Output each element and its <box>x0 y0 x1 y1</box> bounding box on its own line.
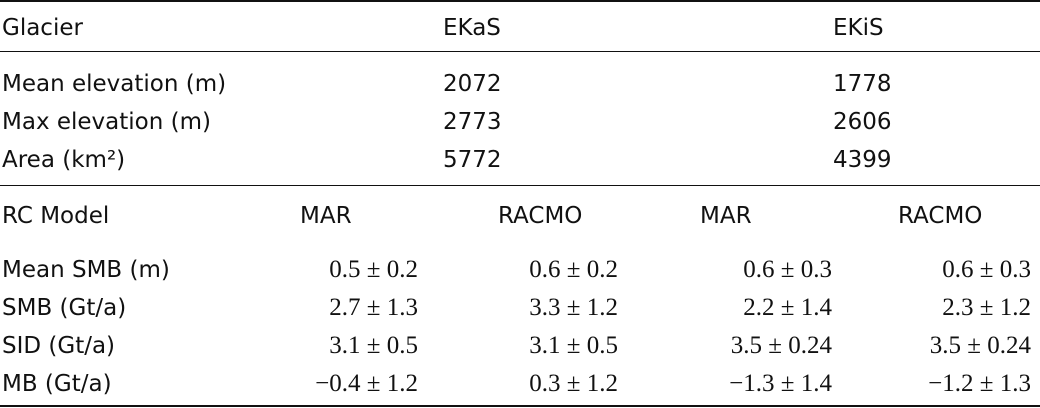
header-cell: RC Model <box>2 203 110 229</box>
row-label: Mean SMB (m) <box>2 257 170 283</box>
value-cell: 3.1 ± 0.5 <box>329 332 418 359</box>
value-cell: 2773 <box>443 109 502 135</box>
value-cell: 0.6 ± 0.2 <box>529 256 618 283</box>
value-cell: 3.1 ± 0.5 <box>529 332 618 359</box>
header-cell: RACMO <box>898 203 983 229</box>
row-label: MB (Gt/a) <box>2 371 112 397</box>
top-rule <box>0 0 1040 2</box>
header-cell: MAR <box>700 203 752 229</box>
value-cell: −1.3 ± 1.4 <box>729 370 832 397</box>
row-label: Max elevation (m) <box>2 109 211 135</box>
value-cell: 1778 <box>833 71 892 97</box>
value-cell: 2.3 ± 1.2 <box>942 294 1031 321</box>
value-cell: 2.2 ± 1.4 <box>743 294 832 321</box>
mid-rule <box>0 185 1040 186</box>
value-cell: 0.5 ± 0.2 <box>329 256 418 283</box>
value-cell: 0.6 ± 0.3 <box>942 256 1031 283</box>
header-cell: RACMO <box>498 203 583 229</box>
value-cell: 3.5 ± 0.24 <box>730 332 832 359</box>
value-cell: 2.7 ± 1.3 <box>329 294 418 321</box>
row-label: SMB (Gt/a) <box>2 295 127 321</box>
value-cell: −0.4 ± 1.2 <box>315 370 418 397</box>
value-cell: 4399 <box>833 147 892 173</box>
value-cell: 3.5 ± 0.24 <box>929 332 1031 359</box>
value-cell: 0.6 ± 0.3 <box>743 256 832 283</box>
mid-rule <box>0 51 1040 52</box>
value-cell: 5772 <box>443 147 502 173</box>
row-label: Area (km²) <box>2 147 126 173</box>
header-cell: EKaS <box>443 15 501 41</box>
value-cell: 2072 <box>443 71 502 97</box>
header-cell: Glacier <box>2 15 83 41</box>
value-cell: 3.3 ± 1.2 <box>529 294 618 321</box>
row-label: SID (Gt/a) <box>2 333 116 359</box>
header-cell: MAR <box>300 203 352 229</box>
value-cell: −1.2 ± 1.3 <box>928 370 1031 397</box>
value-cell: 0.3 ± 1.2 <box>529 370 618 397</box>
header-cell: EKiS <box>833 15 884 41</box>
value-cell: 2606 <box>833 109 892 135</box>
row-label: Mean elevation (m) <box>2 71 227 97</box>
bottom-rule <box>0 405 1040 407</box>
